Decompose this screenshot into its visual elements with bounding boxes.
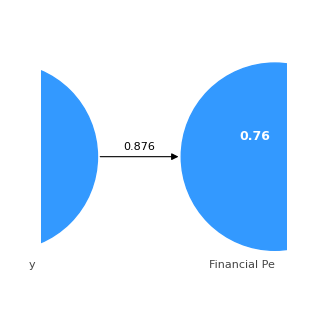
- Text: y: y: [28, 260, 35, 270]
- Circle shape: [0, 63, 98, 250]
- Circle shape: [181, 63, 320, 250]
- Text: 0.876: 0.876: [124, 142, 155, 152]
- Text: 0.76: 0.76: [240, 131, 271, 143]
- Text: Financial Pe: Financial Pe: [209, 260, 275, 270]
